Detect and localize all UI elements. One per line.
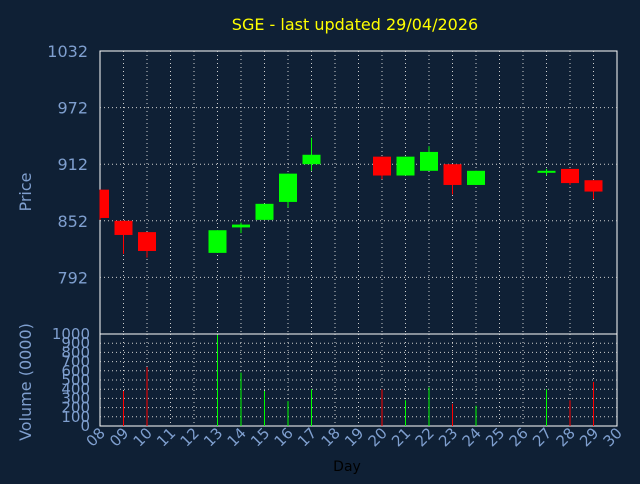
candle-body-28: [561, 168, 579, 184]
volume-tick-label: 100: [61, 408, 90, 426]
candle-body-16: [279, 173, 297, 202]
candle-body-08: [100, 189, 109, 218]
candle-body-15: [255, 203, 274, 220]
candle-body-29: [584, 180, 603, 192]
price-tick-label: 1032: [47, 42, 88, 61]
volume-tick-label: 300: [61, 389, 90, 407]
volume-tick-label: 600: [61, 362, 90, 380]
price-tick-label: 852: [57, 212, 88, 231]
day-axis-label: Day: [333, 459, 361, 475]
volume-tick-label: 500: [61, 371, 90, 389]
candle-body-09: [114, 220, 133, 235]
volume-axis-label: Volume (0000): [16, 323, 35, 441]
volume-tick-label: 1000: [52, 325, 90, 343]
volume-tick-label: 400: [61, 380, 90, 398]
candle-body-23: [443, 164, 462, 185]
volume-tick-label: 900: [61, 334, 90, 352]
candle-body-13: [208, 230, 227, 253]
candle-body-10: [138, 232, 156, 251]
candle-body-22: [420, 151, 438, 171]
x-axis: 0809101112131415161718192021222324252627…: [83, 424, 626, 450]
price-tick-label: 792: [57, 268, 88, 287]
volume-tick-label: 200: [61, 399, 90, 417]
price-tick-label: 912: [57, 155, 88, 174]
candle-body-27: [537, 170, 556, 173]
candle-body-20: [373, 156, 391, 176]
volume-tick-label: 0: [80, 417, 90, 435]
candle-body-21: [396, 156, 415, 176]
volume-tick-label: 700: [61, 353, 90, 371]
candle-body-17: [302, 154, 321, 165]
volume-tick-label: 800: [61, 343, 90, 361]
price-axis-label: Price: [16, 172, 35, 211]
chart-title: SGE - last updated 29/04/2026: [232, 15, 478, 34]
candle-body-24: [467, 170, 485, 185]
candle-body-14: [232, 224, 250, 228]
price-panel: 1032 972 912 852 792: [47, 42, 618, 335]
price-tick-label: 972: [57, 99, 88, 118]
